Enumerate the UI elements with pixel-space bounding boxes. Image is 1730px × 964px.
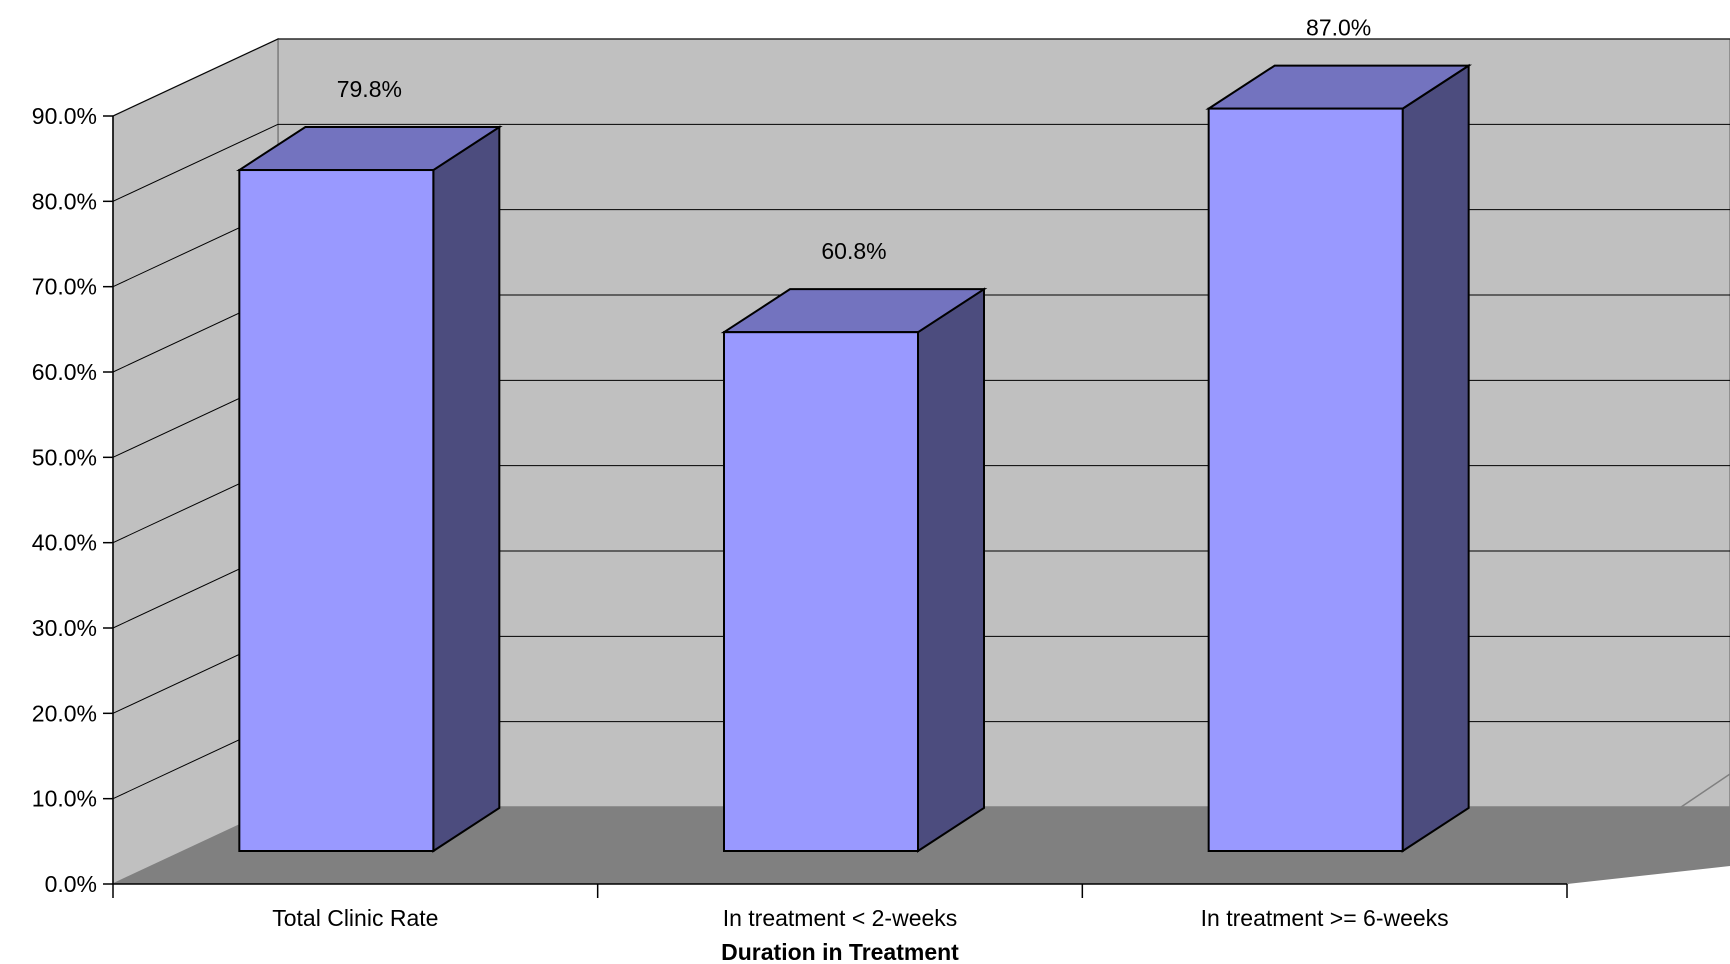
bar-side xyxy=(917,287,985,853)
bar xyxy=(235,125,503,853)
x-tick-label: In treatment >= 6-weeks xyxy=(1201,905,1449,931)
y-tick-label: 40.0% xyxy=(32,530,97,556)
y-tick-label: 60.0% xyxy=(32,359,97,385)
side-gridline xyxy=(112,123,279,202)
bar-front xyxy=(238,169,435,853)
data-label: 60.8% xyxy=(821,238,886,264)
side-gridline xyxy=(112,38,279,117)
y-tick-label: 0.0% xyxy=(45,871,97,897)
floor-edge xyxy=(1566,773,1730,885)
y-tick-label: 90.0% xyxy=(32,103,97,129)
y-tick-label: 20.0% xyxy=(32,700,97,726)
bar-side xyxy=(1401,63,1470,853)
bar-side xyxy=(432,125,501,853)
bar-front xyxy=(723,331,919,852)
labels: 0.0% 10.0% 20.0% 30.0% 40.0% 50.0% 60.0% 70.0% 8… xyxy=(32,15,1449,931)
y-tick-label: 10.0% xyxy=(32,786,97,812)
bars xyxy=(235,63,1473,853)
y-tick-label: 70.0% xyxy=(32,274,97,300)
bar-front xyxy=(1207,107,1404,853)
x-axis-title: Duration in Treatment xyxy=(721,939,959,964)
bar xyxy=(1205,63,1473,853)
y-tick-label: 50.0% xyxy=(32,444,97,470)
y-tick-label: 80.0% xyxy=(32,188,97,214)
data-label: 87.0% xyxy=(1306,15,1371,41)
x-tick-label: In treatment < 2-weeks xyxy=(723,905,958,931)
y-tick-label: 30.0% xyxy=(32,615,97,641)
axes xyxy=(103,115,1568,898)
x-tick-label: Total Clinic Rate xyxy=(272,905,438,931)
bar xyxy=(720,287,988,853)
data-label: 79.8% xyxy=(337,76,402,102)
